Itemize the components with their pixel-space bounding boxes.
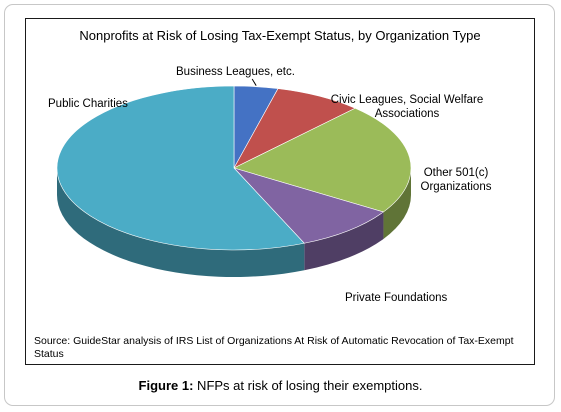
label-other-501c: Other 501(c) Organizations bbox=[420, 167, 492, 193]
caption-text: NFPs at risk of losing their exemptions. bbox=[193, 378, 423, 393]
pie-sides bbox=[57, 168, 411, 277]
pie-slice-2 bbox=[233, 107, 412, 213]
chart-title: Nonprofits at Risk of Losing Tax-Exempt … bbox=[79, 28, 481, 43]
caption-prefix: Figure 1: bbox=[138, 378, 194, 393]
pie-slices bbox=[56, 85, 412, 251]
figure-frame bbox=[4, 4, 555, 406]
pie-slice-4 bbox=[56, 85, 305, 251]
figure-caption: Figure 1: NFPs at risk of losing their e… bbox=[0, 378, 561, 393]
pie-side-3 bbox=[304, 211, 384, 271]
label-business-leagues: Business Leagues, etc. bbox=[176, 66, 295, 78]
pie-side-4 bbox=[57, 168, 305, 277]
label-civic-leagues: Civic Leagues, Social Welfare Associatio… bbox=[330, 94, 484, 120]
label-public-charities: Public Charities bbox=[48, 98, 128, 110]
pie-chart bbox=[56, 78, 412, 277]
pie-side-2 bbox=[383, 168, 411, 239]
leader-line-business-leagues bbox=[251, 78, 257, 86]
pie-slice-1 bbox=[233, 88, 356, 169]
pie-slice-3 bbox=[233, 167, 385, 244]
label-private-foundations: Private Foundations bbox=[345, 292, 448, 304]
source-note: Source: GuideStar analysis of IRS List o… bbox=[34, 335, 514, 360]
chart-container: Nonprofits at Risk of Losing Tax-Exempt … bbox=[25, 18, 535, 365]
